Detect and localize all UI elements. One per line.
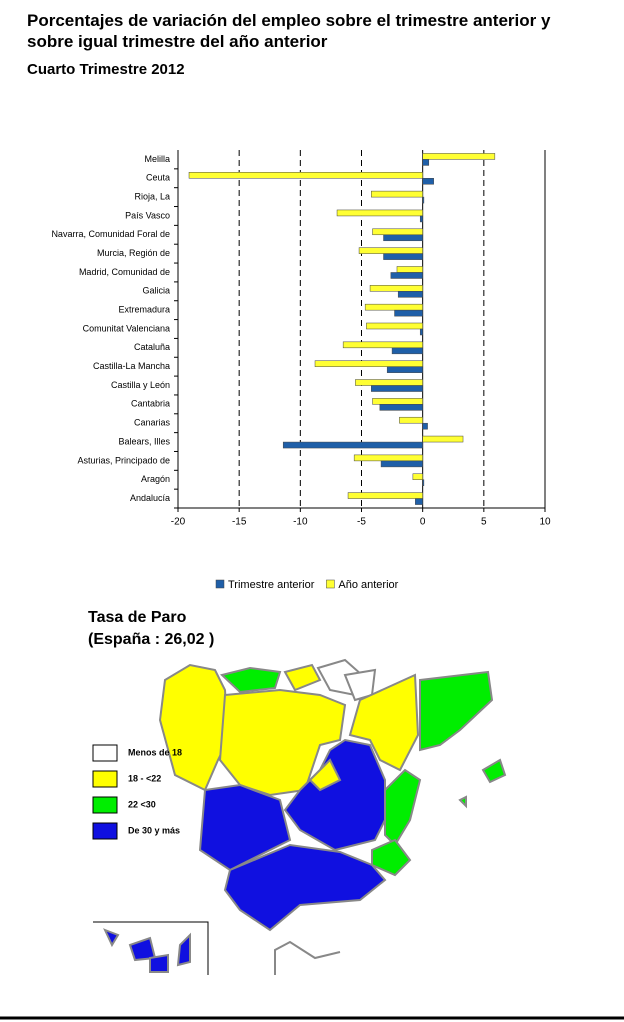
- legend-label: Año anterior: [338, 579, 398, 591]
- bar: [419, 328, 423, 336]
- bar: [422, 196, 425, 204]
- y-tick-label: Castilla y León: [111, 380, 170, 390]
- legend-label: 18 - <22: [128, 773, 161, 783]
- y-tick-label: Rioja, La: [134, 191, 170, 201]
- legend-swatch: [215, 579, 225, 589]
- bar: [422, 178, 434, 185]
- y-tick-label: Castilla-La Mancha: [93, 361, 170, 371]
- bar: [399, 416, 423, 424]
- bar: [383, 234, 423, 242]
- bar: [366, 322, 423, 330]
- map: [103, 658, 507, 973]
- bar: [336, 209, 423, 217]
- legend-label: Menos de 18: [128, 747, 182, 757]
- bar: [390, 272, 423, 279]
- bar: [355, 379, 423, 386]
- bar: [371, 190, 423, 198]
- x-tick-label: -20: [171, 517, 186, 528]
- map-frame: [274, 940, 341, 975]
- bar: [372, 398, 423, 405]
- bar: [379, 404, 423, 411]
- bar: [412, 473, 423, 480]
- y-tick-label: Madrid, Comunidad de: [79, 267, 170, 277]
- bar: [282, 441, 423, 449]
- bar: [419, 215, 423, 223]
- x-tick-label: 5: [481, 517, 487, 528]
- y-tick-label: Comunitat Valenciana: [83, 323, 170, 333]
- y-tick-label: Aragón: [141, 474, 170, 484]
- y-tick-label: Andalucía: [130, 493, 170, 503]
- legend-label: De 30 y más: [128, 825, 180, 835]
- bar: [415, 498, 423, 505]
- legend-swatch: [326, 579, 335, 589]
- bar: [188, 172, 423, 179]
- y-tick-label: Navarra, Comunidad Foral de: [51, 229, 170, 239]
- x-tick-label: 10: [539, 517, 551, 528]
- x-tick-label: -15: [232, 517, 247, 528]
- legend-swatch: [92, 796, 118, 814]
- x-tick-label: -10: [293, 517, 308, 528]
- chart-subtitle: Cuarto Trimestre 2012: [27, 61, 185, 78]
- y-tick-label: Cantabria: [131, 399, 170, 409]
- bar: [369, 285, 423, 292]
- y-tick-label: Asturias, Principado de: [77, 455, 170, 465]
- map-frame: [93, 921, 209, 975]
- bar: [383, 253, 423, 260]
- bar: [342, 341, 423, 349]
- bar: [364, 303, 423, 311]
- y-tick-label: País Vasco: [125, 210, 170, 220]
- bar: [391, 347, 423, 355]
- y-tick-label: Extremadura: [118, 305, 170, 315]
- legend-swatch: [92, 822, 118, 840]
- bar: [422, 422, 428, 430]
- chart-title: Porcentajes de variación del empleo sobr…: [27, 11, 551, 51]
- bar: [394, 309, 423, 317]
- y-tick-label: Galicia: [142, 286, 170, 296]
- y-tick-label: Cataluña: [134, 342, 170, 352]
- bar: [396, 266, 423, 273]
- bar: [380, 460, 423, 468]
- bar: [422, 153, 496, 160]
- bar: [422, 159, 430, 166]
- legend-label: 22 <30: [128, 799, 156, 809]
- legend-swatch: [92, 770, 118, 788]
- bar: [371, 385, 423, 392]
- bar: [386, 366, 423, 373]
- map-subtitle: (España : 26,02 ): [88, 631, 214, 648]
- y-tick-label: Melilla: [144, 154, 170, 164]
- bar: [422, 435, 464, 443]
- x-tick-label: -5: [357, 517, 366, 528]
- y-tick-label: Canarias: [134, 418, 171, 428]
- legend-swatch: [92, 744, 118, 762]
- bar: [422, 479, 425, 486]
- bar: [314, 360, 423, 367]
- y-tick-label: Murcia, Región de: [97, 248, 170, 258]
- bar: [358, 247, 423, 254]
- bar: [397, 291, 423, 298]
- bar: [372, 228, 423, 236]
- bar: [353, 454, 423, 462]
- y-tick-label: Ceuta: [146, 173, 170, 183]
- map-title: Tasa de Paro: [88, 609, 187, 626]
- legend-label: Trimestre anterior: [228, 579, 315, 591]
- x-tick-label: 0: [420, 517, 426, 528]
- y-tick-label: Balears, Illes: [118, 436, 170, 446]
- bar: [347, 492, 423, 499]
